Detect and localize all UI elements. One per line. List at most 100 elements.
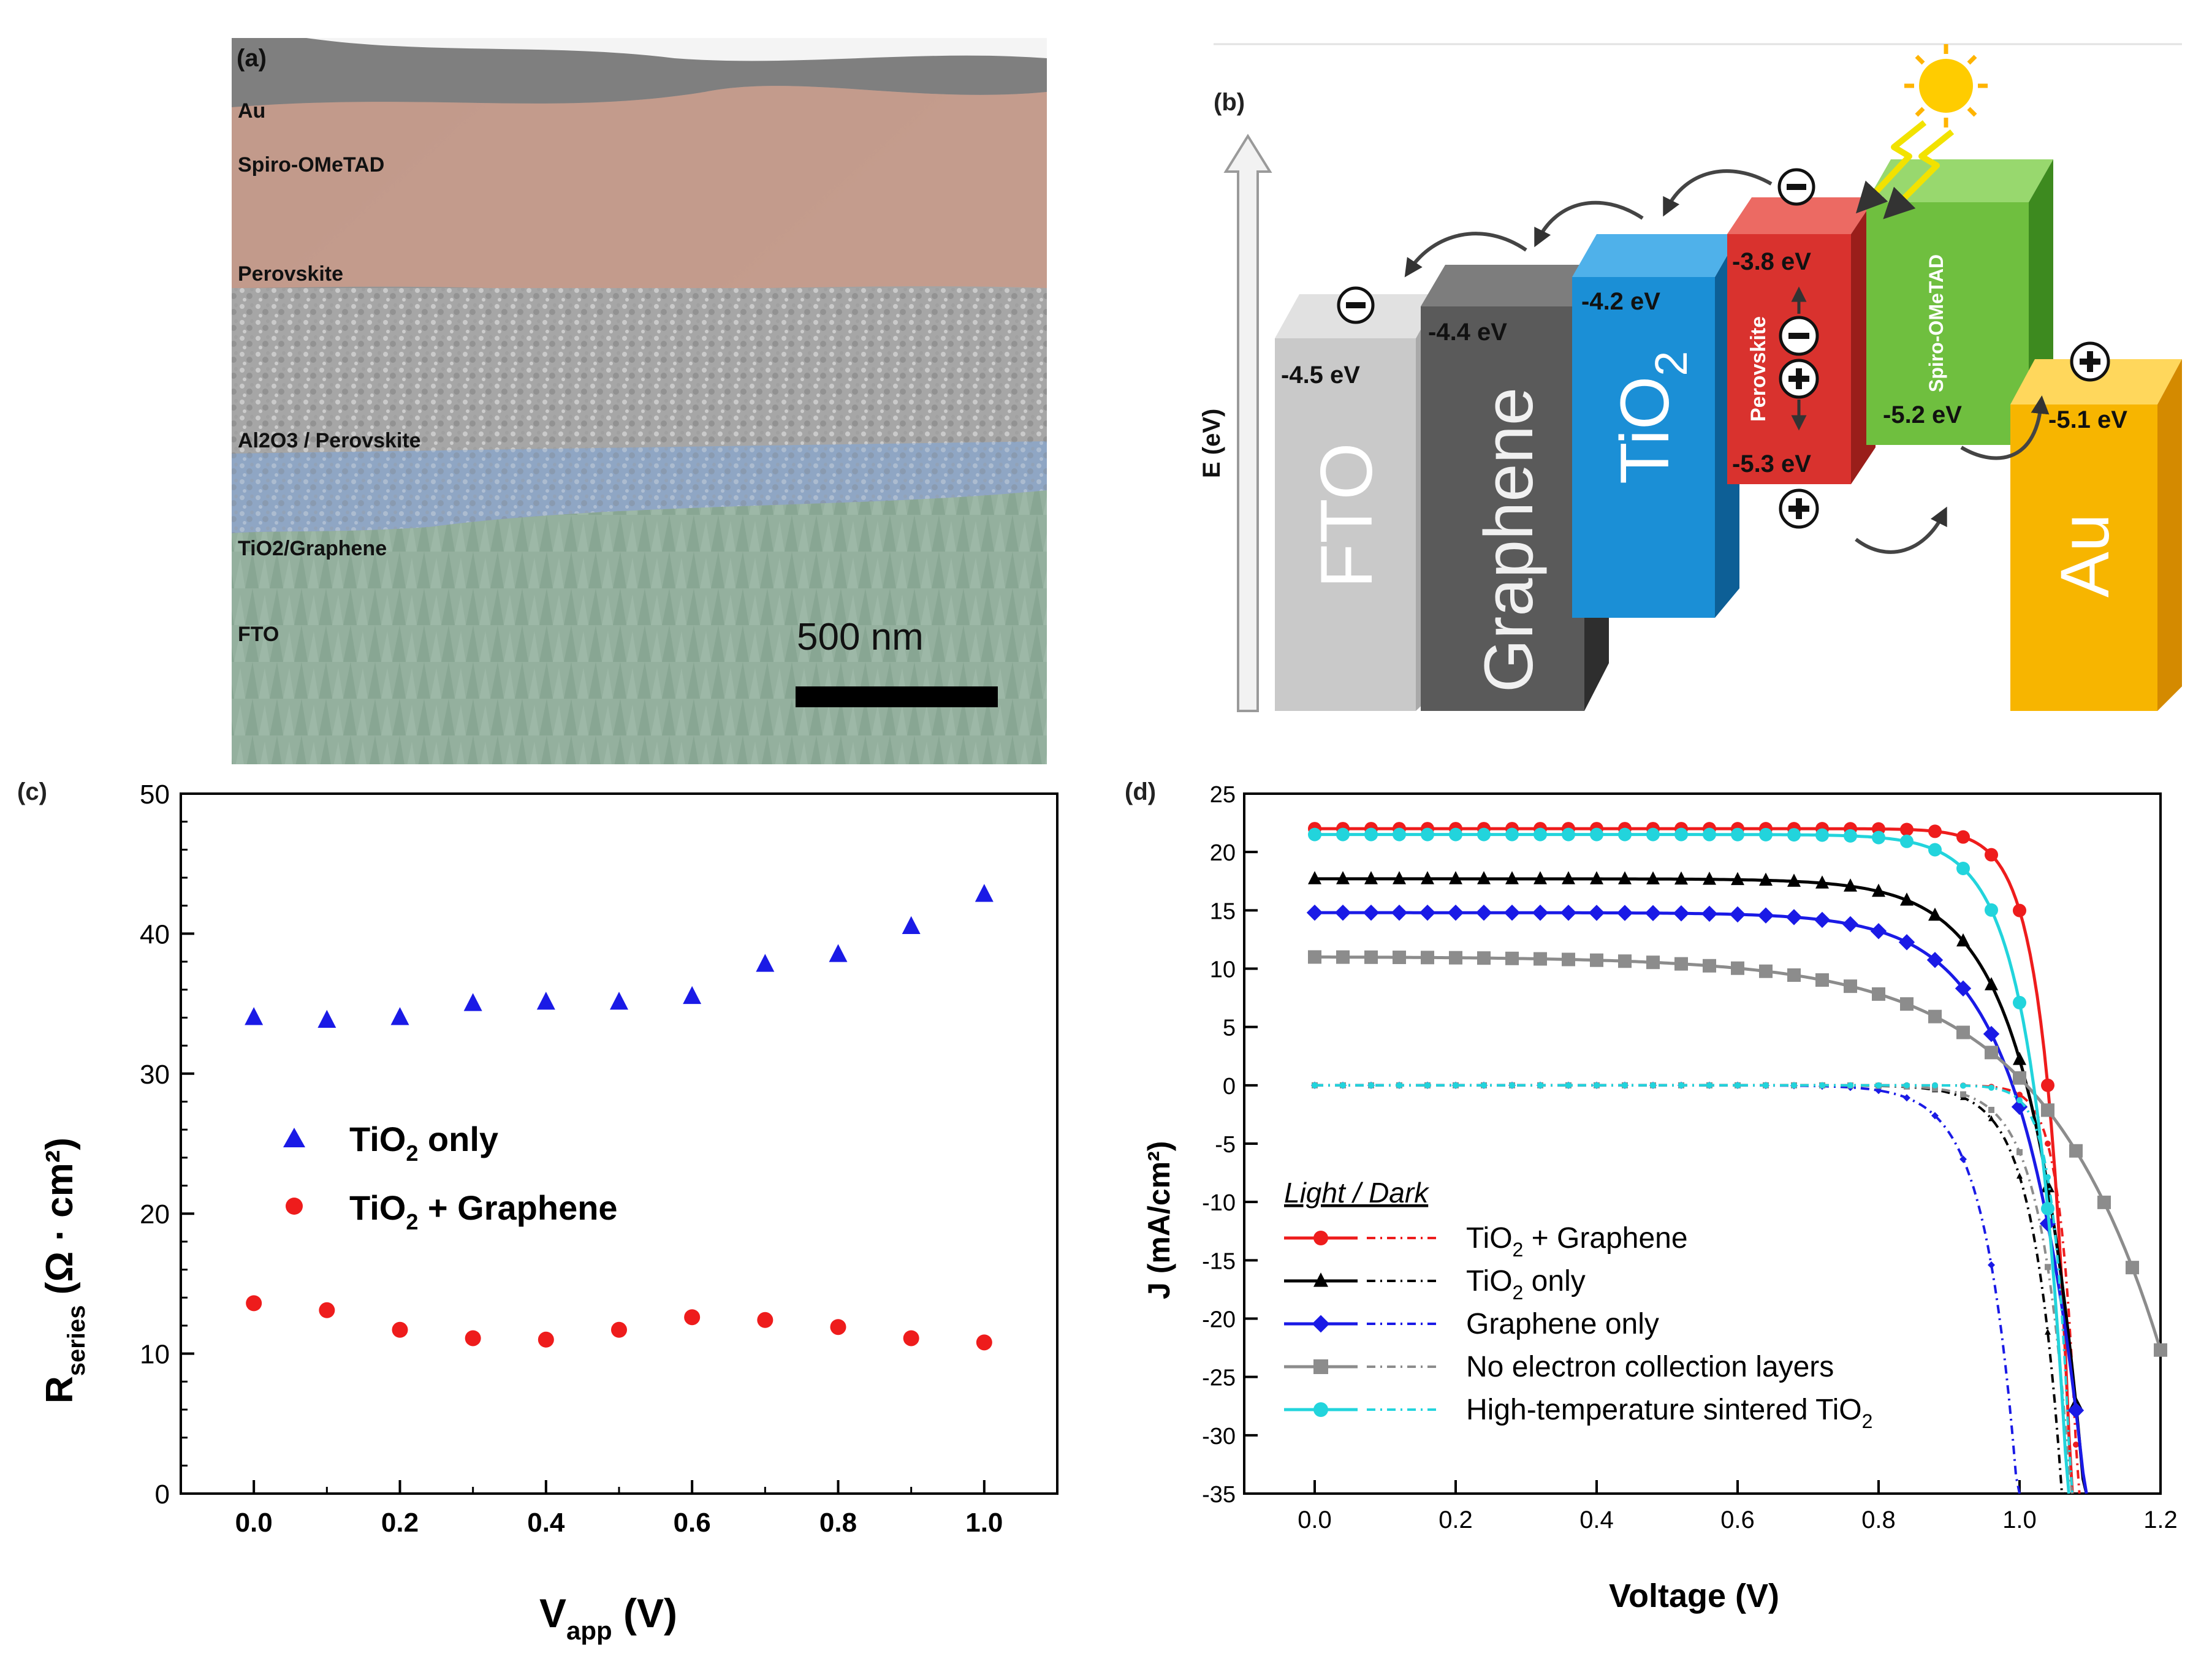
panel-a: (a) Au Spiro-OMeTAD Perovskite Al2O3 / P…: [232, 38, 1047, 764]
y-tick-label: 10: [140, 1340, 170, 1370]
light-data-point: [2069, 1144, 2083, 1158]
y-tick-label: -30: [1202, 1424, 1236, 1449]
x-tick-label: 0.6: [674, 1508, 711, 1538]
dark-curve: [1315, 1084, 2066, 1495]
light-data-point: [2126, 1261, 2139, 1275]
data-point: [245, 1007, 264, 1025]
fto-block-label: FTO: [1306, 442, 1388, 588]
y-tick-label: 40: [140, 919, 170, 949]
y-tick-label: 0: [155, 1479, 170, 1510]
light-data-point: [1590, 827, 1603, 841]
light-data-point: [1985, 977, 1998, 990]
y-tick-label: -20: [1202, 1307, 1236, 1333]
light-data-point: [1787, 828, 1801, 842]
light-data-point: [1787, 968, 1801, 982]
dark-data-point: [1960, 1091, 1966, 1098]
au-block: Au -5.1 eV: [2010, 359, 2182, 711]
light-data-point: [1308, 827, 1321, 841]
plot-c-legend: TiO2 only TiO2 + Graphene: [283, 1120, 618, 1234]
light-data-point: [1477, 827, 1491, 841]
light-data-point: [1955, 980, 1972, 997]
dark-data-point: [1763, 1082, 1769, 1088]
data-point: [392, 1321, 408, 1338]
plot-d-ylabel: J (mA/cm²): [1142, 1141, 1176, 1299]
light-data-point: [1674, 827, 1688, 841]
data-point: [757, 1312, 773, 1328]
light-rays-icon: [1855, 120, 1955, 219]
data-point: [246, 1295, 262, 1312]
x-tick-label: 0.8: [819, 1508, 857, 1538]
y-tick-label: -5: [1215, 1132, 1236, 1158]
plot-c-ticks: 0.0 0.2 0.4 0.6 0.8 1.0 0 10 20 30 40 50: [140, 780, 1058, 1538]
dark-data-point: [2073, 1441, 2079, 1448]
x-tick-label: 0.6: [1720, 1506, 1755, 1533]
dark-data-point: [1988, 1106, 1994, 1113]
x-tick-label: 1.2: [2143, 1506, 2178, 1533]
spiro-block-label: Spiro-OMeTAD: [1925, 254, 1947, 392]
light-data-point: [1336, 827, 1350, 841]
plot-c-marks: [245, 884, 994, 1351]
x-tick-label: 0.0: [235, 1508, 273, 1538]
light-data-point: [1759, 827, 1773, 841]
electron-icon: [1337, 286, 1375, 324]
dark-data-point: [2016, 1097, 2023, 1104]
hole-icon: [2070, 341, 2110, 382]
panel-b-label: (b): [1214, 89, 1245, 116]
perovskite-vb-level: -5.3 eV: [1732, 450, 1811, 477]
light-data-point: [1983, 1025, 2000, 1043]
dark-data-point: [1368, 1082, 1374, 1088]
light-data-point: [1562, 827, 1575, 841]
light-curve: [1315, 877, 2088, 1494]
fto-level: -4.5 eV: [1281, 362, 1360, 389]
dark-data-point: [2016, 1172, 2023, 1179]
light-data-point: [1447, 904, 1464, 921]
light-data-point: [1703, 827, 1716, 841]
dark-curve: [1315, 1084, 2074, 1494]
light-data-point: [1872, 830, 1885, 845]
y-tick-label: -25: [1202, 1365, 1236, 1391]
y-tick-label: 5: [1223, 1016, 1236, 1041]
light-data-point: [2097, 1195, 2111, 1209]
tio2-grain: [232, 441, 1047, 533]
light-data-point: [1364, 827, 1378, 841]
light-data-point: [2013, 1052, 2026, 1065]
y-tick-label: -35: [1202, 1482, 1236, 1508]
scale-bar: [796, 686, 998, 707]
y-tick-label: -10: [1202, 1190, 1236, 1216]
light-data-point: [1674, 957, 1688, 971]
dark-data-point: [2045, 1174, 2051, 1180]
data-point: [684, 1309, 701, 1326]
y-tick-label: 0: [1223, 1074, 1236, 1100]
data-point: [463, 993, 482, 1011]
electron-icon: [1777, 168, 1815, 206]
light-data-point: [1985, 903, 1998, 917]
layer-label-tio2-graphene: TiO2/Graphene: [238, 537, 387, 560]
dark-data-point: [1819, 1082, 1825, 1088]
dark-data-point: [1537, 1082, 1543, 1088]
dark-data-point: [2045, 1329, 2051, 1335]
light-data-point: [1618, 827, 1632, 841]
dark-data-point: [2045, 1141, 2051, 1147]
light-data-point: [2013, 903, 2026, 917]
light-data-point: [2011, 1098, 2028, 1115]
legend-d-graphene-only: Graphene only: [1466, 1308, 1659, 1340]
light-data-point: [1844, 878, 1857, 892]
light-data-point: [2041, 1103, 2054, 1117]
light-curve: [1315, 827, 2074, 1494]
light-data-point: [2013, 1071, 2026, 1085]
light-data-point: [1534, 827, 1547, 841]
light-data-point: [2154, 1343, 2167, 1357]
light-data-point: [1870, 923, 1887, 940]
dark-data-point: [1312, 1082, 1318, 1088]
x-tick-label: 0.0: [1298, 1506, 1332, 1533]
light-curve: [1315, 911, 2088, 1494]
light-data-point: [1646, 871, 1660, 885]
light-data-point: [1393, 827, 1406, 841]
plot-c-frame: [180, 792, 1058, 1495]
dark-data-point: [1481, 1082, 1487, 1088]
light-data-point: [1815, 973, 1829, 987]
plot-d-ticks: 0.0 0.2 0.4 0.6 0.8 1.0 1.2 25 20 15 10 5 0 -5 -10 -15 -…: [1202, 782, 2178, 1533]
light-data-point: [1928, 907, 1942, 921]
perovskite-cb-level: -3.8 eV: [1732, 248, 1811, 275]
light-data-point: [1334, 904, 1351, 921]
